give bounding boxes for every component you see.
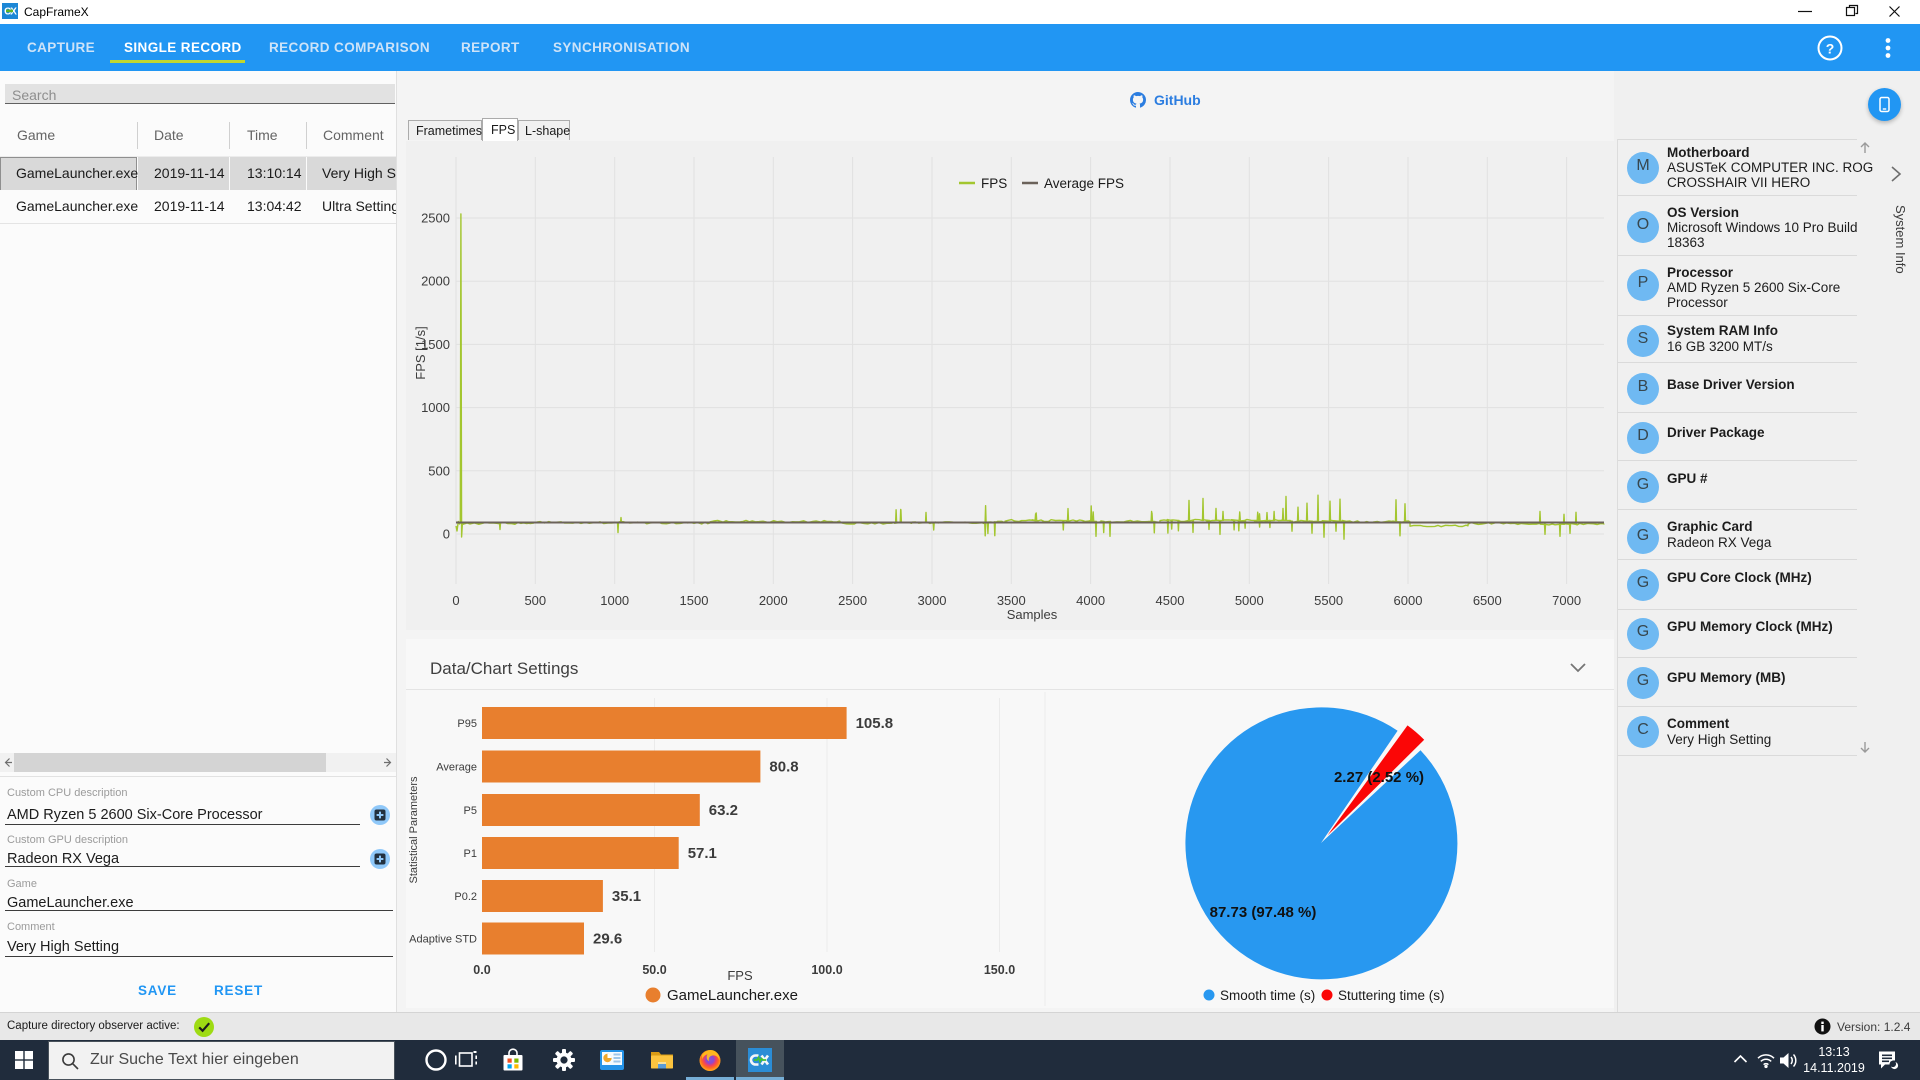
svg-text:50.0: 50.0 xyxy=(642,963,666,977)
svg-text:6500: 6500 xyxy=(1473,593,1502,608)
svg-text:0.0: 0.0 xyxy=(473,963,490,977)
svg-text:63.2: 63.2 xyxy=(709,802,738,819)
svg-text:105.8: 105.8 xyxy=(856,715,894,732)
svg-text:87.73 (97.48 %): 87.73 (97.48 %) xyxy=(1210,904,1317,921)
svg-text:Smooth time (s): Smooth time (s) xyxy=(1220,988,1315,1003)
svg-text:Samples: Samples xyxy=(1007,607,1058,622)
svg-text:5000: 5000 xyxy=(1235,593,1264,608)
svg-text:P0.2: P0.2 xyxy=(454,891,477,903)
svg-text:57.1: 57.1 xyxy=(688,845,717,862)
svg-text:6000: 6000 xyxy=(1394,593,1423,608)
svg-text:35.1: 35.1 xyxy=(612,888,641,905)
svg-text:3000: 3000 xyxy=(918,593,947,608)
svg-text:5500: 5500 xyxy=(1314,593,1343,608)
svg-text:1000: 1000 xyxy=(421,400,450,415)
svg-text:Statistical Parameters: Statistical Parameters xyxy=(408,776,420,883)
svg-text:80.8: 80.8 xyxy=(769,759,798,776)
svg-text:4500: 4500 xyxy=(1156,593,1185,608)
svg-text:0: 0 xyxy=(443,527,450,542)
svg-text:FPS: FPS xyxy=(727,968,753,983)
svg-text:0: 0 xyxy=(452,593,459,608)
svg-text:7000: 7000 xyxy=(1552,593,1581,608)
svg-text:150.0: 150.0 xyxy=(984,963,1015,977)
svg-text:GameLauncher.exe: GameLauncher.exe xyxy=(667,987,798,1004)
svg-text:P95: P95 xyxy=(457,718,477,730)
svg-text:2500: 2500 xyxy=(421,211,450,226)
svg-text:2500: 2500 xyxy=(838,593,867,608)
svg-text:29.6: 29.6 xyxy=(593,931,622,948)
svg-text:4000: 4000 xyxy=(1076,593,1105,608)
svg-text:500: 500 xyxy=(428,463,450,478)
svg-text:Stuttering time (s): Stuttering time (s) xyxy=(1338,988,1445,1003)
svg-text:P5: P5 xyxy=(464,805,477,817)
svg-text:2000: 2000 xyxy=(421,274,450,289)
svg-text:1500: 1500 xyxy=(680,593,709,608)
svg-text:?: ? xyxy=(1826,41,1835,57)
svg-text:FPS: FPS xyxy=(981,176,1007,191)
svg-text:100.0: 100.0 xyxy=(811,963,842,977)
svg-text:500: 500 xyxy=(524,593,546,608)
svg-text:Average: Average xyxy=(436,762,477,774)
svg-text:1500: 1500 xyxy=(421,337,450,352)
svg-text:1000: 1000 xyxy=(600,593,629,608)
svg-text:2.27 (2.52 %): 2.27 (2.52 %) xyxy=(1334,769,1424,786)
svg-text:FPS [1/s]: FPS [1/s] xyxy=(413,326,428,379)
svg-text:Average FPS: Average FPS xyxy=(1044,176,1124,191)
svg-text:X: X xyxy=(10,7,17,18)
svg-text:Adaptive STD: Adaptive STD xyxy=(409,934,477,946)
svg-text:P1: P1 xyxy=(464,848,477,860)
svg-text:2000: 2000 xyxy=(759,593,788,608)
svg-text:3500: 3500 xyxy=(997,593,1026,608)
